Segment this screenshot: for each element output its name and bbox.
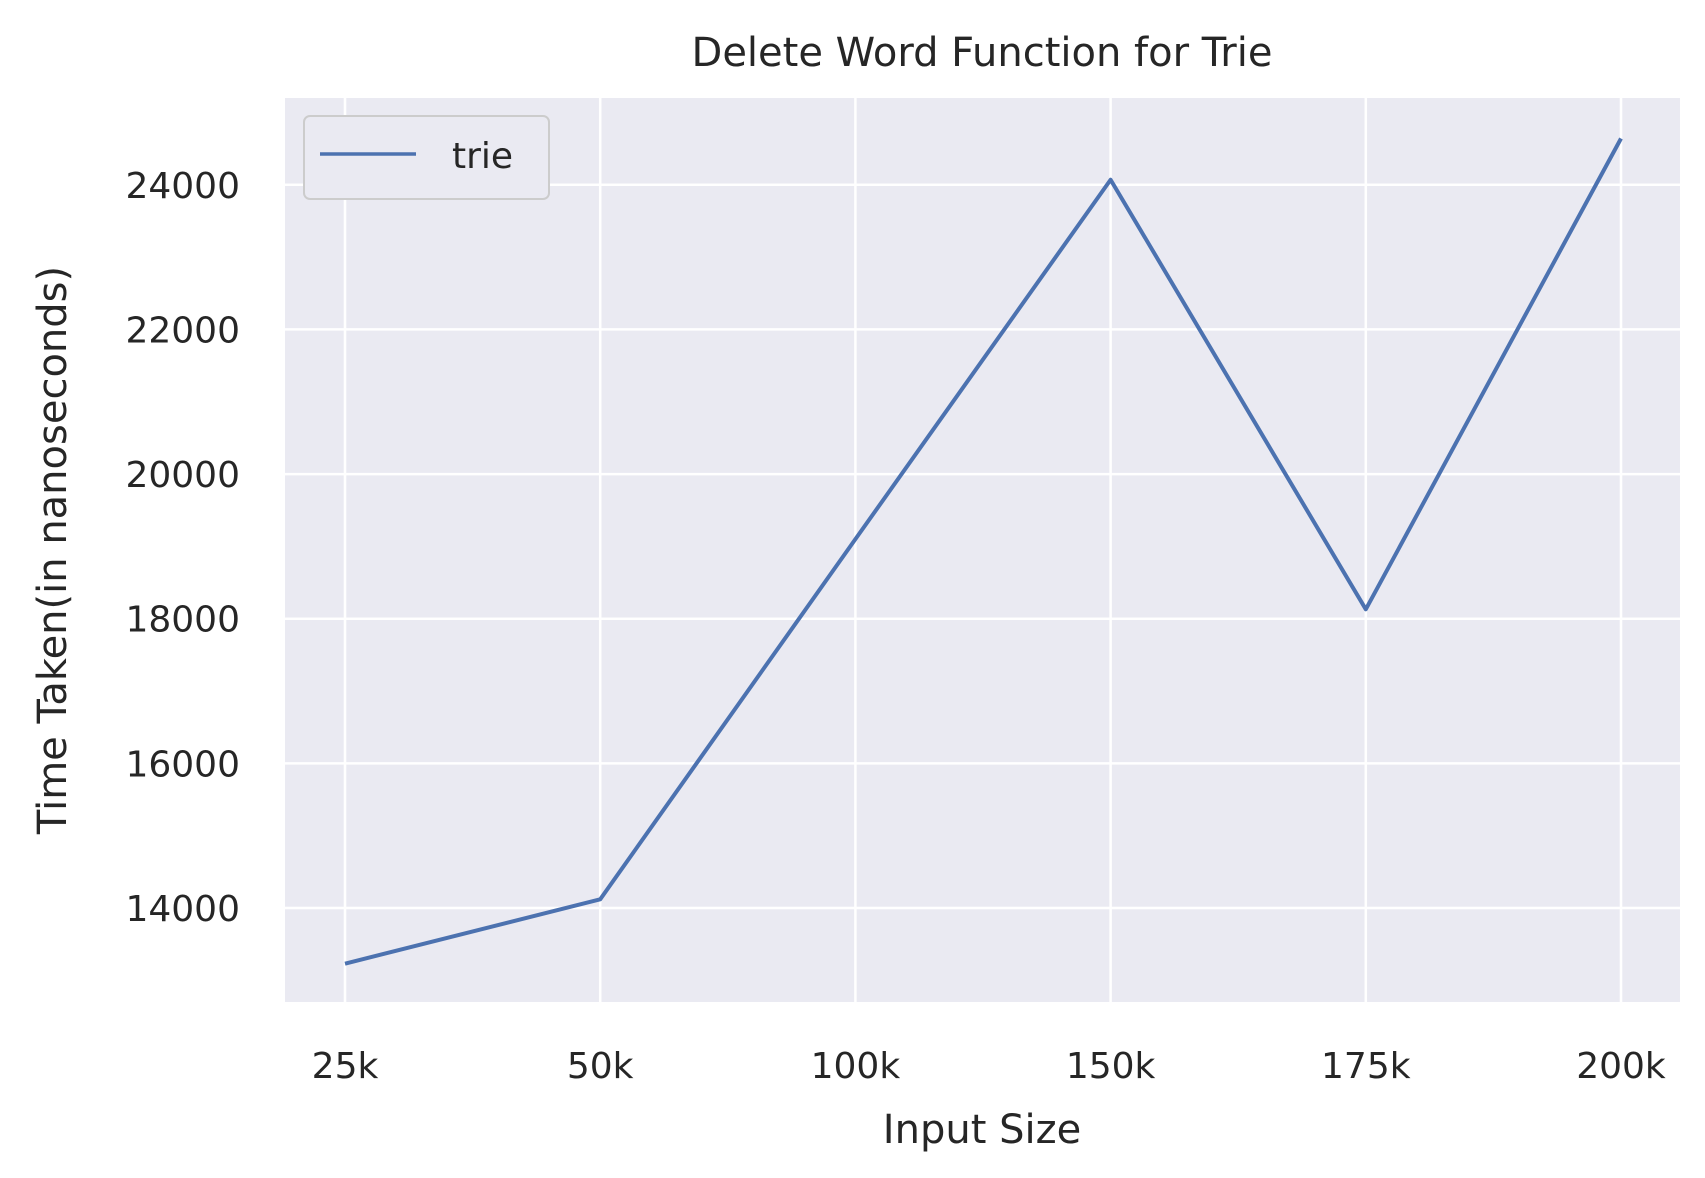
y-tick-label: 16000 [125,744,240,785]
y-tick-label: 20000 [125,455,240,496]
y-tick-label: 24000 [125,166,240,207]
y-tick-label: 14000 [125,889,240,930]
y-tick-labels: 14000 16000 18000 20000 22000 24000 [125,166,240,930]
chart-title: Delete Word Function for Trie [692,30,1273,76]
x-axis-label: Input Size [883,1107,1081,1153]
x-tick-label: 50k [567,1046,634,1087]
legend-label-trie: trie [452,136,513,177]
x-tick-label: 25k [312,1046,379,1087]
y-tick-label: 18000 [125,600,240,641]
x-tick-label: 100k [811,1046,901,1087]
x-tick-labels: 25k 50k 100k 150k 175k 200k [312,1046,1666,1087]
x-tick-label: 175k [1321,1046,1411,1087]
y-axis-label: Time Taken(in nanoseconds) [30,266,76,835]
x-tick-label: 200k [1576,1046,1666,1087]
x-gridlines [343,98,1623,1002]
y-tick-label: 22000 [125,310,240,351]
x-tick-label: 150k [1066,1046,1156,1087]
legend: trie [303,115,550,200]
legend-box [303,115,550,200]
series-line-trie [344,137,1623,966]
series-layer [344,137,1623,966]
plot-area [285,98,1680,1002]
